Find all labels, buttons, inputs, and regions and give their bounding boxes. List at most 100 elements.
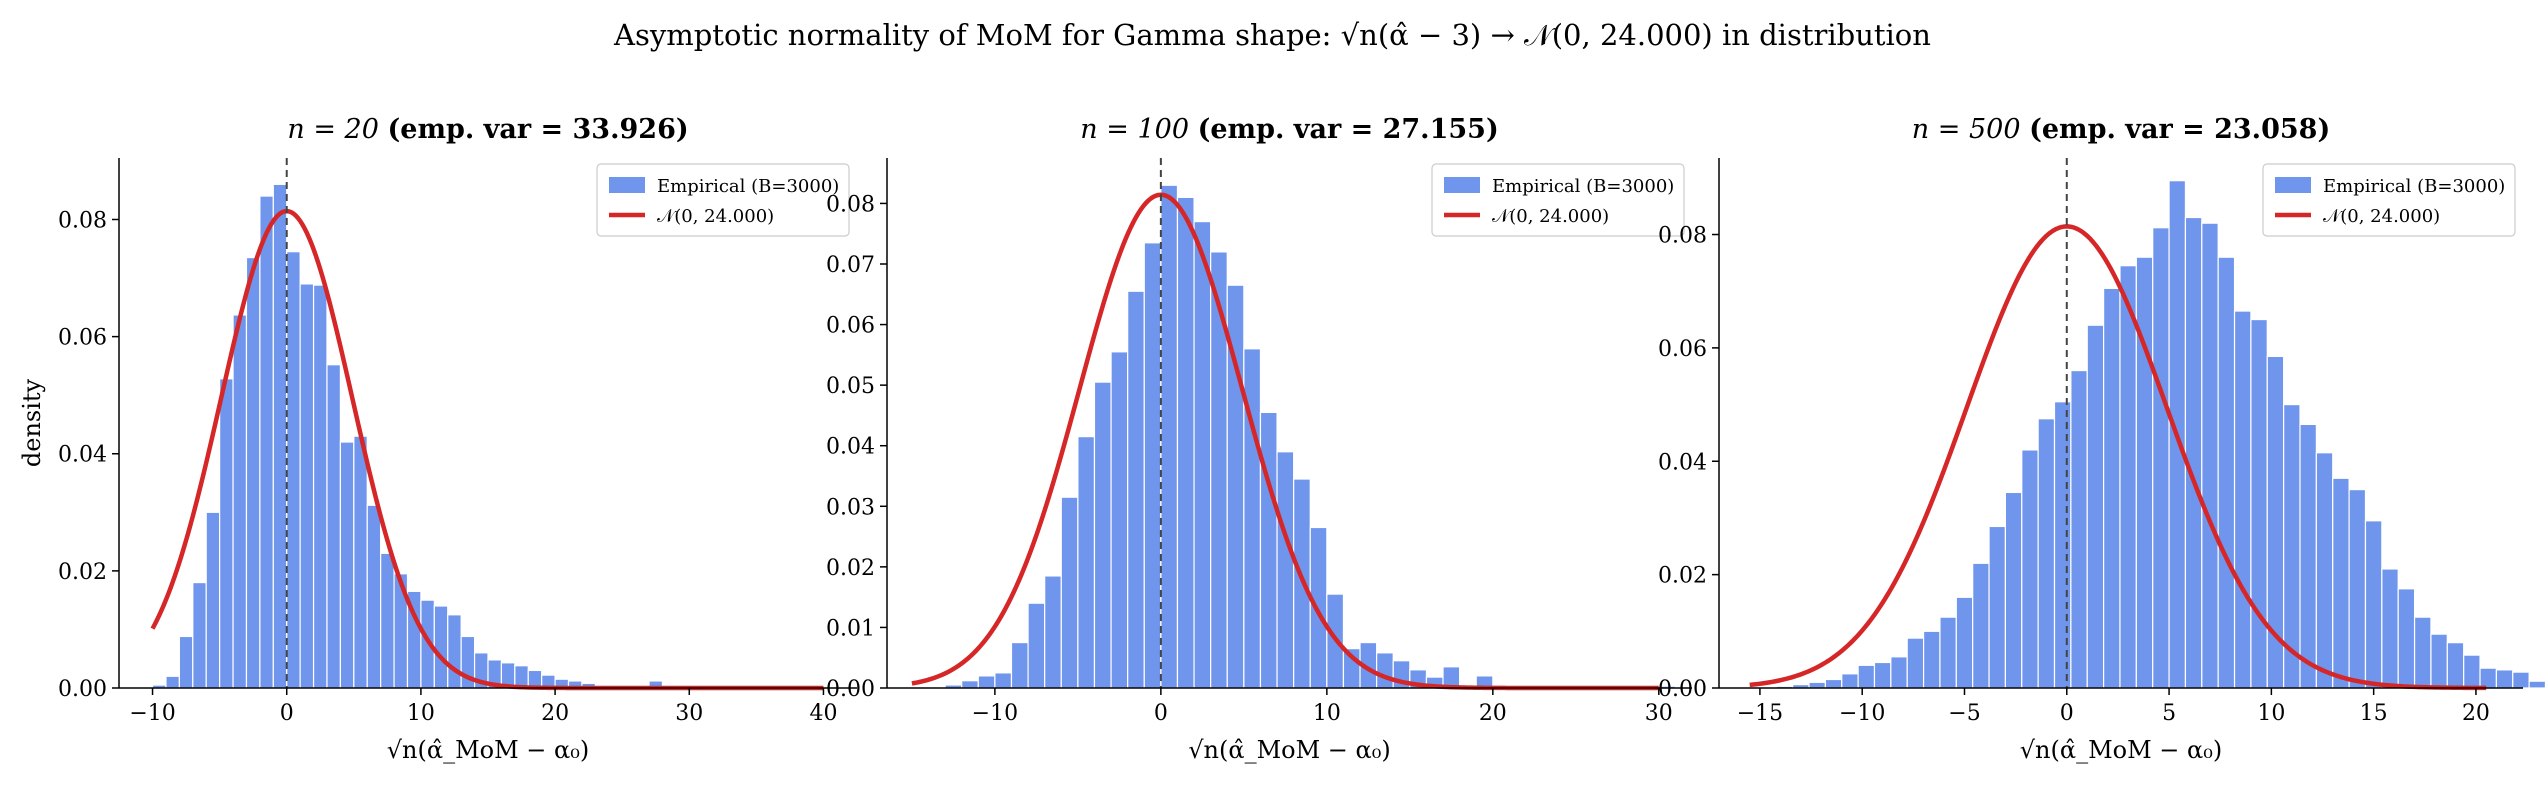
y-tick-label: 0.08 [1658, 224, 1707, 249]
histogram-bar [178, 635, 194, 689]
histogram-bar [165, 675, 180, 689]
x-tick-label: 0 [2060, 701, 2074, 726]
histogram-bar [1193, 221, 1212, 689]
histogram-bar [2413, 616, 2432, 689]
x-tick-label: −15 [1737, 701, 1783, 726]
histogram-bar [1873, 661, 1892, 689]
histogram-bar [2528, 680, 2545, 689]
histogram-bar [205, 511, 221, 689]
x-axis-label: √n(α̂_MoM − α₀) [1188, 736, 1390, 764]
y-tick-label: 0.00 [1658, 677, 1707, 702]
histogram-panel-2: −10 0 10 20 30 0.00 0.01 0.02 0.03 0.04 0.05 0.06 0.… [826, 114, 1692, 764]
legend-label-normal: 𝒩(0, 24.000) [2323, 206, 2440, 227]
histogram-bar [2233, 310, 2252, 689]
y-tick-label: 0.03 [826, 495, 875, 520]
histogram-bar [192, 581, 207, 689]
y-tick-label: 0.02 [826, 556, 875, 581]
histogram-bar [2348, 489, 2367, 689]
y-tick-label: 0.00 [826, 677, 875, 702]
y-tick-label: 0.04 [58, 443, 107, 468]
panel-title-variance: (emp. var = 33.926) [387, 114, 688, 145]
panel-title: n = 100 (emp. var = 27.155) [1080, 114, 1498, 145]
legend-label-normal: 𝒩(0, 24.000) [657, 206, 774, 227]
histogram-bar [1309, 526, 1328, 689]
histogram-bar [1841, 673, 1859, 689]
histogram-bar [1972, 562, 1990, 689]
histogram-bar [312, 284, 328, 689]
histogram-bar [961, 680, 979, 689]
x-tick-label: −5 [1948, 701, 1980, 726]
y-tick-label: 0.04 [826, 435, 875, 460]
x-tick-label: −10 [972, 701, 1018, 726]
histogram-bar [1110, 351, 1129, 689]
histogram-bar [2381, 568, 2399, 689]
y-tick-label: 0.06 [1658, 337, 1707, 362]
histogram-bar [299, 283, 315, 689]
y-tick-label: 0.00 [58, 677, 107, 702]
histogram-bar [2070, 369, 2088, 689]
histogram-bar [514, 665, 529, 689]
x-tick-label: 10 [1313, 701, 1341, 726]
panel-title-n: n = 500 [1912, 114, 2029, 145]
panel-title-n: n = 20 [287, 114, 387, 145]
x-tick-label: 20 [2462, 701, 2490, 726]
histogram-bar [286, 251, 301, 689]
histogram-bar [1939, 616, 1957, 689]
legend-frame [2262, 163, 2516, 237]
histogram-bar [2364, 520, 2383, 689]
histogram-bar [380, 552, 395, 689]
histogram-bar [2495, 669, 2514, 689]
histogram-bar [1988, 525, 2007, 689]
histogram-bar [2053, 401, 2072, 689]
histogram-bar [2004, 491, 2023, 689]
histogram-bar [447, 614, 462, 689]
histogram-bar [2184, 216, 2203, 689]
legend-label-normal: 𝒩(0, 24.000) [1492, 206, 1609, 227]
histogram-panel-1: −10 0 10 20 30 40 0.00 0.02 0.04 0.06 0.08 √n(α̂_Mo… [18, 114, 857, 764]
histogram-bar [1824, 678, 1843, 689]
histogram-bar [2315, 452, 2334, 689]
histogram-bar [2446, 642, 2465, 689]
legend-swatch-histogram [609, 177, 645, 193]
histogram-bar [2463, 654, 2481, 689]
histogram-bar [1376, 652, 1394, 689]
y-tick-label: 0.02 [58, 560, 107, 585]
histogram-bar [1906, 637, 1925, 689]
x-tick-label: 40 [809, 701, 837, 726]
histogram-bar [1922, 630, 1941, 689]
normal-density-curve [1749, 224, 2487, 691]
histogram-bar [1044, 575, 1062, 689]
histogram-bar [1077, 436, 1096, 689]
y-tick-label: 0.08 [826, 192, 875, 217]
legend-swatch-histogram [2275, 177, 2311, 193]
x-axis-label: √n(α̂_MoM − α₀) [2020, 736, 2222, 764]
histogram-bar [433, 605, 449, 689]
x-tick-label: 30 [675, 701, 703, 726]
histogram-bar [1060, 496, 1079, 689]
histogram-bar [2430, 633, 2448, 689]
legend-frame [1431, 163, 1685, 237]
y-tick-label: 0.05 [826, 374, 875, 399]
x-tick-label: 0 [280, 701, 294, 726]
y-tick-label: 0.06 [826, 314, 875, 339]
x-tick-label: 10 [407, 701, 435, 726]
histogram-bar [259, 195, 274, 689]
legend-label-histogram: Empirical (B=3000) [657, 176, 839, 197]
histogram-bar [1160, 184, 1179, 689]
y-tick-label: 0.07 [826, 253, 875, 278]
histogram-bar [1890, 656, 1908, 689]
histogram-bar [1010, 641, 1029, 689]
y-axis-label: density [18, 378, 46, 467]
histogram-bar [1808, 681, 1826, 689]
panel-title-n: n = 100 [1080, 114, 1197, 145]
histogram-bar [1176, 196, 1195, 689]
y-tick-label: 0.01 [826, 616, 875, 641]
histogram-bar [2135, 256, 2154, 689]
histogram-bar [2217, 256, 2236, 689]
x-tick-label: −10 [1839, 701, 1885, 726]
histogram-bar [977, 675, 996, 689]
legend-frame [596, 163, 850, 237]
histogram-bar [1955, 596, 1974, 689]
figure-title: Asymptotic normality of MoM for Gamma sh… [614, 18, 1931, 52]
legend: Empirical (B=3000) 𝒩(0, 24.000) [1431, 163, 1685, 237]
